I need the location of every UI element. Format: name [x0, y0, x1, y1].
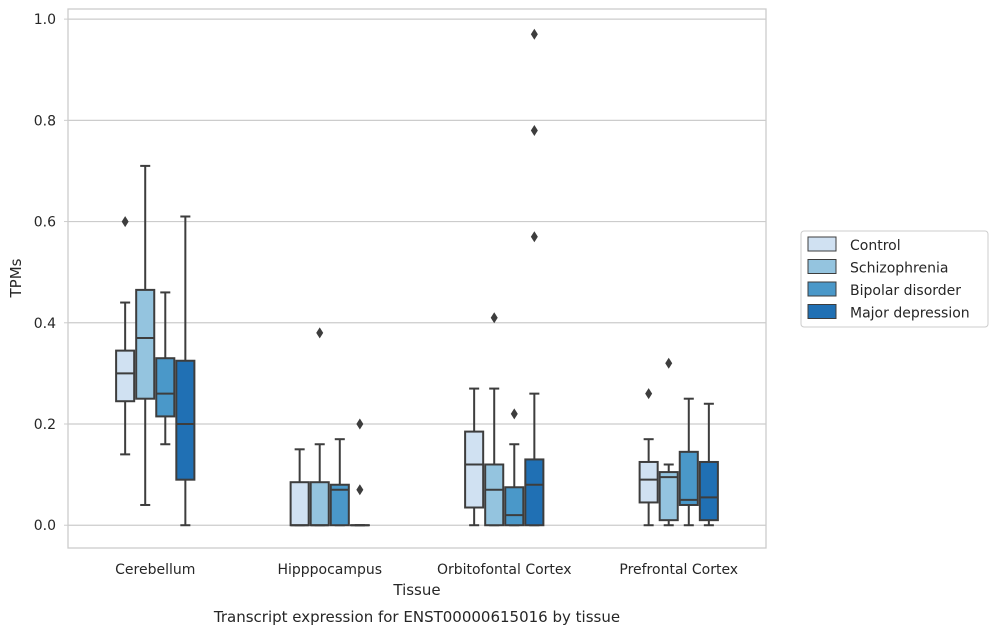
box-body	[115, 349, 136, 403]
legend-label: Major depression	[850, 306, 970, 322]
outlier-point	[530, 28, 538, 40]
legend-swatch	[807, 304, 837, 319]
box-schizophrenia	[658, 357, 679, 527]
legend-label: Control	[850, 238, 901, 254]
box-body	[524, 458, 545, 527]
box-bipolar-disorder	[504, 408, 525, 527]
box-body	[309, 481, 330, 527]
box-control	[289, 448, 310, 527]
box-body	[175, 359, 196, 481]
box-bipolar-disorder	[329, 438, 350, 527]
y-tick-label: 0.2	[34, 417, 56, 433]
box-control	[464, 387, 485, 527]
outlier-point	[316, 327, 324, 339]
legend-frame	[800, 230, 989, 328]
y-tick-label: 0.6	[34, 215, 56, 231]
x-tick-label: Prefrontal Cortex	[619, 562, 738, 578]
outlier-point	[510, 408, 518, 420]
box-control	[638, 388, 659, 527]
outlier-point	[356, 484, 364, 496]
outlier-point	[490, 312, 498, 324]
y-tick-label: 0.0	[34, 518, 56, 534]
boxes	[115, 28, 719, 527]
box-major-depression	[524, 28, 545, 527]
box-schizophrenia	[309, 327, 330, 527]
box-schizophrenia	[135, 164, 156, 506]
x-tick-label: Orbitofontal Cortex	[437, 562, 572, 578]
legend-swatch	[807, 236, 837, 252]
box-body	[329, 483, 350, 527]
outlier-point	[121, 216, 129, 228]
x-tick-label: Cerebellum	[115, 562, 195, 578]
grid	[68, 18, 766, 526]
y-tick-label: 1.0	[34, 12, 56, 28]
legend-label: Bipolar disorder	[850, 283, 961, 299]
y-axis-ticks: 0.0 0.2 0.4 0.6 0.8 1.0	[34, 12, 68, 534]
box-body	[678, 450, 699, 506]
box-bipolar-disorder	[155, 291, 176, 446]
y-tick-label: 0.4	[34, 316, 56, 332]
box-major-depression	[349, 418, 370, 527]
box-body	[135, 288, 156, 400]
outlier-point	[645, 388, 653, 400]
x-tick-label: Hipppocampus	[277, 562, 382, 578]
x-axis-ticks: Cerebellum Hipppocampus Orbitofontal Corte…	[115, 562, 738, 578]
outlier-point	[356, 418, 364, 430]
legend-swatch	[807, 281, 837, 297]
chart-caption: Transcript expression for ENST0000061501…	[213, 608, 620, 626]
box-bipolar-disorder	[678, 397, 699, 527]
y-tick-label: 0.8	[34, 113, 56, 129]
box-body	[698, 460, 719, 522]
box-body	[289, 481, 310, 527]
legend-swatch	[807, 259, 837, 274]
legend: Control Schizophrenia Bipolar disorder Majo…	[800, 230, 989, 328]
x-axis-title: Tissue	[392, 581, 440, 599]
outlier-point	[530, 124, 538, 136]
box-body	[638, 460, 659, 504]
box-body	[155, 357, 176, 418]
box-major-depression	[698, 402, 719, 527]
y-axis-title: TPMs	[7, 258, 25, 298]
box-major-depression	[175, 215, 196, 527]
box-schizophrenia	[484, 312, 505, 527]
outlier-point	[665, 357, 673, 369]
box-body	[504, 486, 525, 527]
box-body	[658, 471, 679, 522]
box-body	[464, 430, 485, 509]
legend-label: Schizophrenia	[850, 261, 948, 277]
box-control	[115, 216, 136, 456]
plot-area-frame	[67, 8, 767, 549]
outlier-point	[530, 231, 538, 243]
box-body	[484, 463, 505, 527]
